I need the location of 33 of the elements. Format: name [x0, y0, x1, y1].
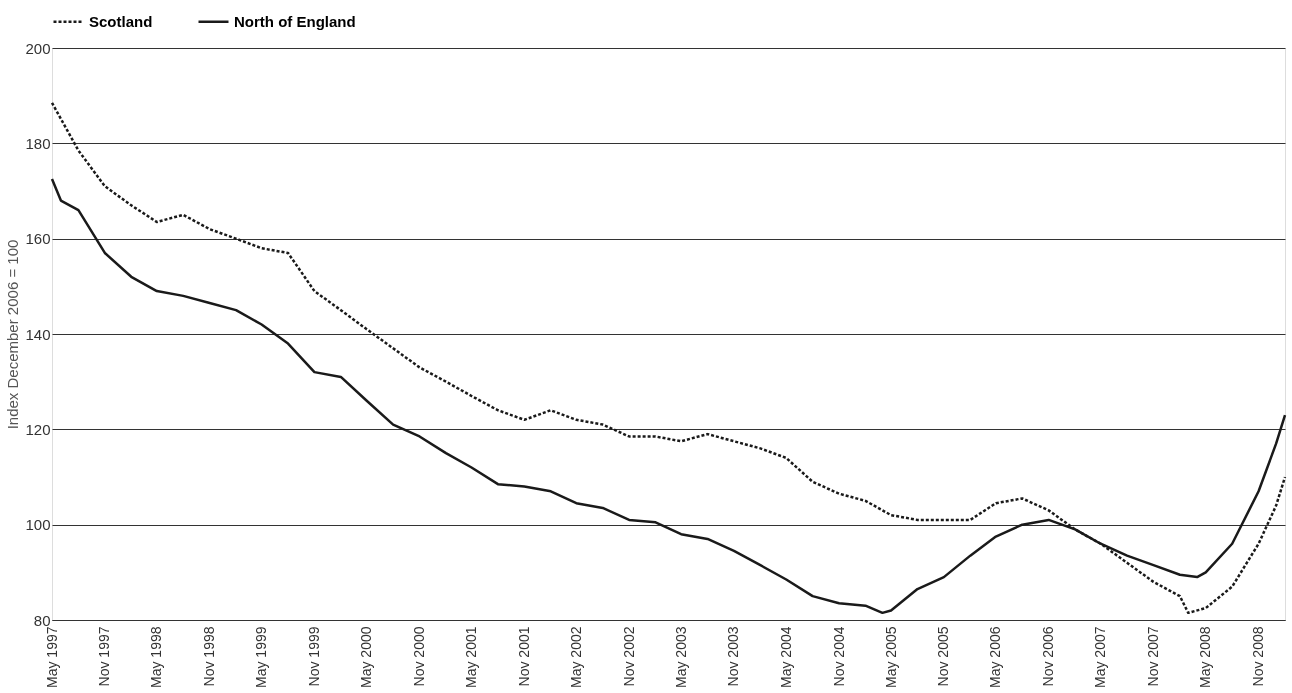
x-tick-label: May 2008 [1197, 626, 1214, 688]
x-tick-label: May 2007 [1092, 626, 1109, 688]
y-tick-label: 120 [25, 420, 51, 438]
x-tick-label: May 2000 [358, 626, 375, 688]
x-tick-label: May 1997 [43, 626, 60, 688]
y-axis-title: Index December 2006 = 100 [4, 239, 22, 430]
y-tick-label: 140 [25, 325, 51, 343]
x-tick-label: Nov 2001 [515, 626, 532, 687]
x-tick-label: May 2004 [777, 626, 794, 688]
x-tick-label: Nov 2007 [1144, 626, 1161, 687]
x-tick-label: May 2002 [567, 626, 584, 688]
x-tick-label: Nov 1998 [201, 626, 218, 687]
x-tick-label: Nov 2005 [935, 626, 952, 687]
x-tick-label: May 2001 [463, 626, 480, 688]
y-tick-label: 180 [25, 134, 51, 152]
x-tick-label: Nov 2004 [830, 626, 847, 687]
y-tick-label: 100 [25, 516, 51, 534]
x-tick-label: May 1998 [148, 626, 165, 688]
x-tick-label: Nov 2003 [725, 626, 742, 687]
x-tick-label: Nov 1999 [305, 626, 322, 687]
legend-label: North of England [234, 12, 356, 30]
y-tick-label: 160 [25, 230, 51, 248]
x-tick-label: May 2003 [672, 626, 689, 688]
x-tick-label: Nov 2000 [411, 626, 428, 687]
x-tick-label: May 2005 [882, 626, 899, 688]
x-tick-label: May 2006 [987, 626, 1004, 688]
x-tick-label: Nov 2002 [620, 626, 637, 687]
legend-label: Scotland [89, 12, 153, 30]
x-tick-label: Nov 2006 [1040, 626, 1057, 687]
x-tick-label: Nov 1997 [96, 626, 113, 687]
x-tick-label: May 1999 [253, 626, 270, 688]
x-tick-label: Nov 2008 [1250, 626, 1267, 687]
y-tick-label: 200 [25, 39, 51, 57]
